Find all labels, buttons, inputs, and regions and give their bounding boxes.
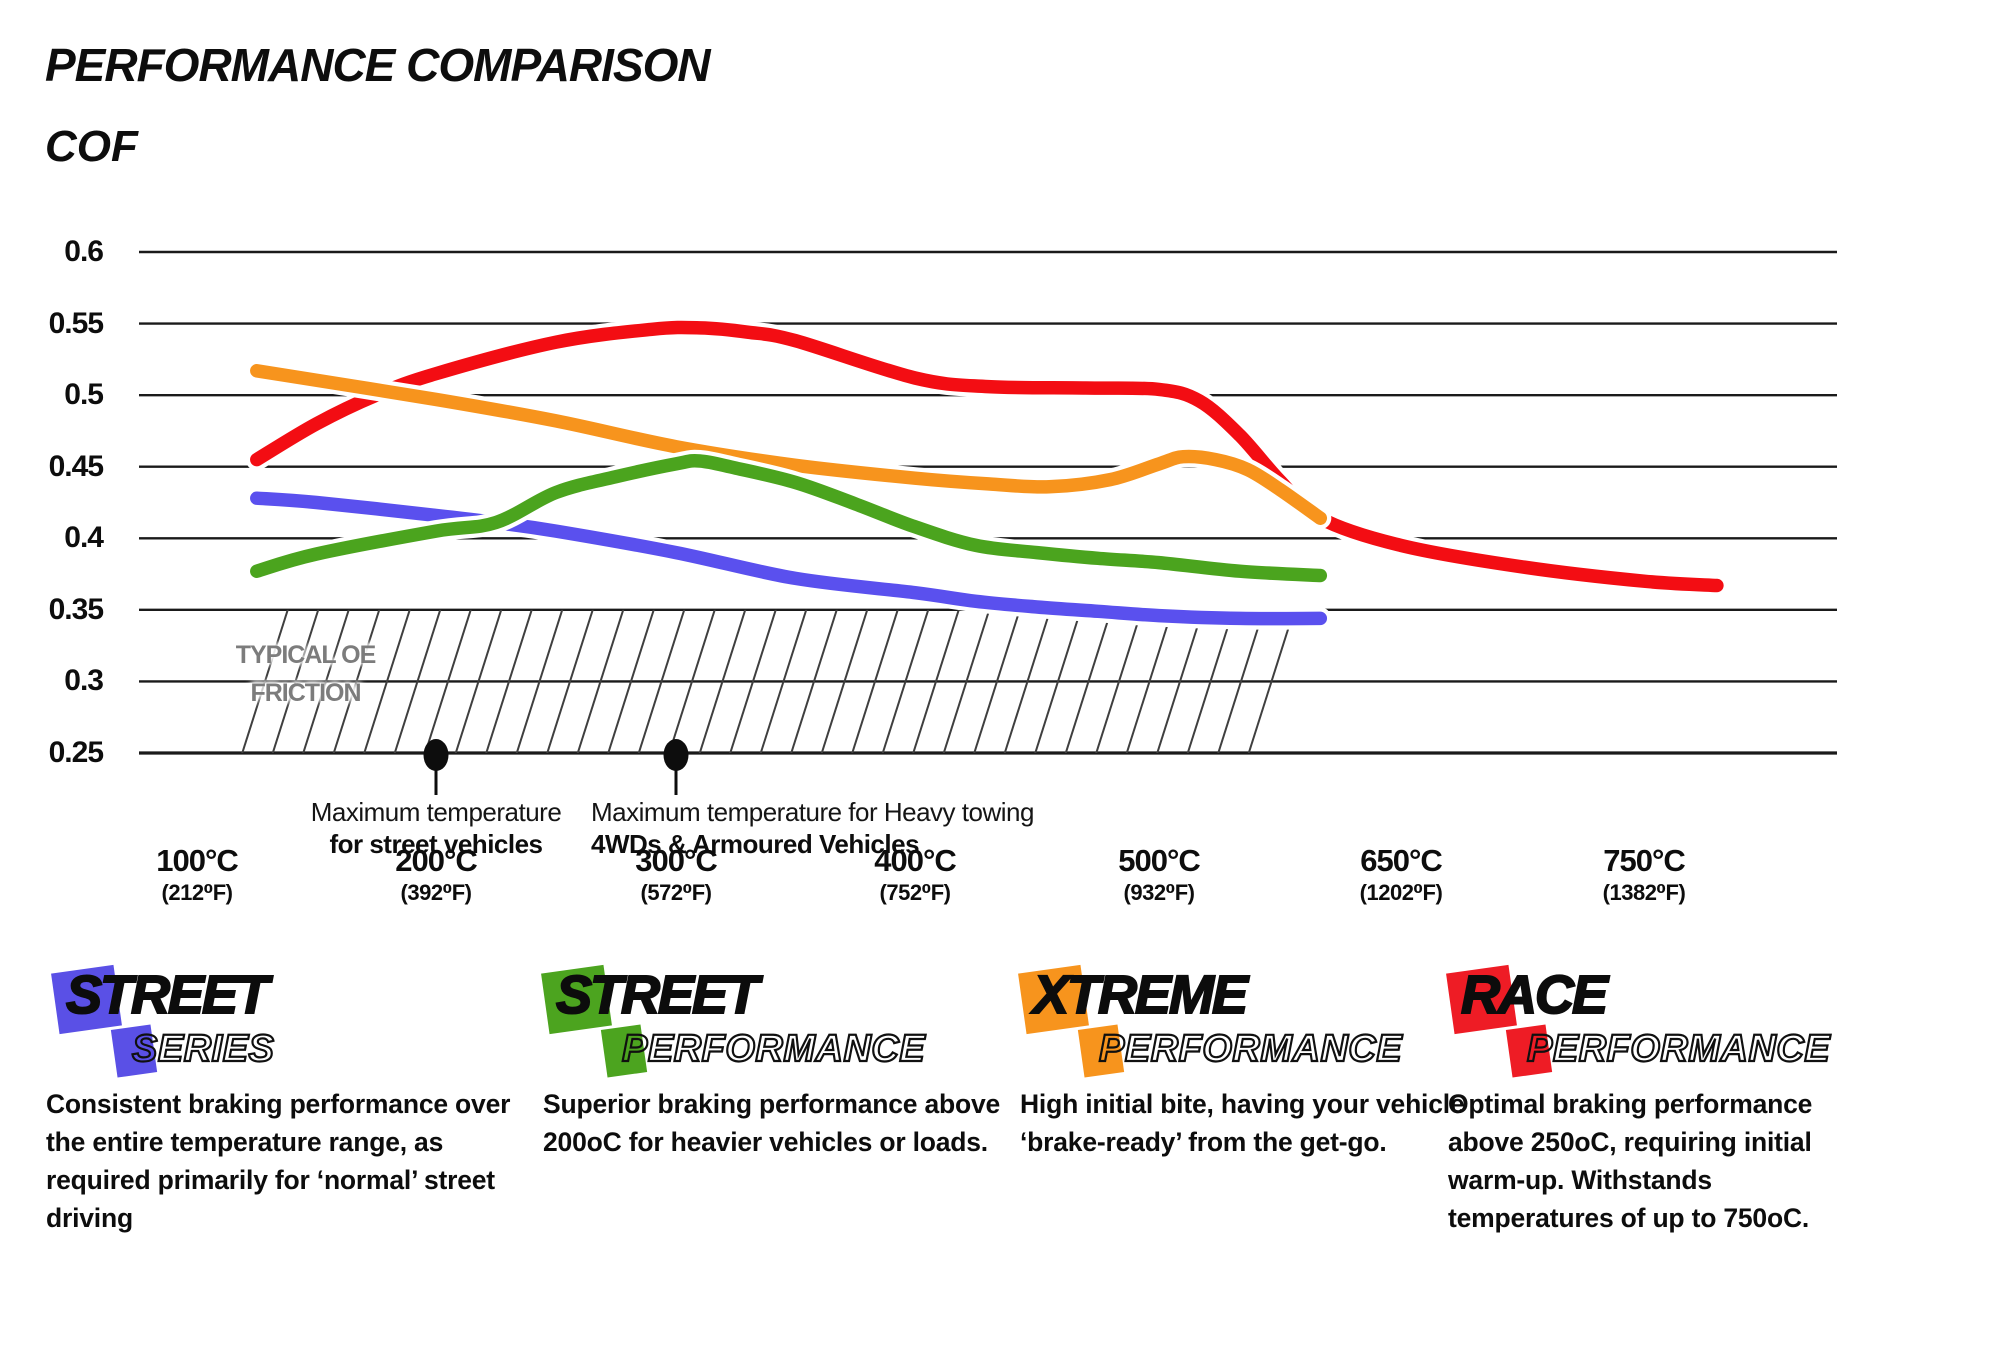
x-axis-label-f-400: (752⁰F) bbox=[879, 880, 951, 905]
x-axis-label-f-300: (572⁰F) bbox=[640, 880, 712, 905]
marker-dot-200 bbox=[423, 739, 449, 771]
x-axis-label-f-750: (1382⁰F) bbox=[1602, 880, 1686, 905]
x-axis-label-f-200: (392⁰F) bbox=[400, 880, 472, 905]
curve-street-performance bbox=[250, 454, 1328, 583]
y-axis-label-0.4: 0.4 bbox=[64, 521, 104, 555]
typical-oe-friction-label: TYPICAL OE FRICTION bbox=[213, 636, 398, 712]
y-axis-label-0.5: 0.5 bbox=[64, 378, 104, 412]
curve-xtreme-performance bbox=[250, 364, 1328, 525]
y-axis-label-0.35: 0.35 bbox=[48, 592, 104, 626]
marker-annotation-line1-200: Maximum temperature bbox=[310, 797, 562, 827]
legend-description-4: Optimal braking performance above 250oC,… bbox=[1448, 1089, 1813, 1233]
cof-temperature-chart bbox=[139, 250, 1837, 795]
legend-logo-street-series: STREET SERIES bbox=[51, 964, 525, 1083]
legend-description-3: High initial bite, having your vehicle ‘… bbox=[1020, 1089, 1465, 1157]
curve-street-series bbox=[250, 491, 1328, 626]
legend-word1: STREET bbox=[65, 964, 270, 1026]
y-axis-label-0.3: 0.3 bbox=[64, 664, 104, 698]
page-title: PERFORMANCE COMPARISON bbox=[45, 39, 711, 91]
legend-logo-race-performance: RACE PERFORMANCE bbox=[1446, 964, 1920, 1083]
oe-label-line1: TYPICAL OE bbox=[235, 641, 377, 669]
x-axis-label-c-750: 750°C bbox=[1603, 843, 1686, 878]
legend-logo-street-performance: STREET PERFORMANCE bbox=[541, 964, 1015, 1083]
marker-annotation-line1-300: Maximum temperature for Heavy towing bbox=[591, 797, 1034, 827]
x-axis-label-f-650: (1202⁰F) bbox=[1359, 880, 1443, 905]
legend-word2: PERFORMANCE bbox=[621, 1027, 926, 1071]
legend-word2: PERFORMANCE bbox=[1526, 1027, 1831, 1071]
legend-word1: STREET bbox=[555, 964, 760, 1026]
y-axis-label-0.45: 0.45 bbox=[48, 449, 104, 483]
marker-annotation-line2-300: 4WDs & Armoured Vehicles bbox=[591, 829, 920, 859]
y-axis-label-0.6: 0.6 bbox=[64, 235, 104, 268]
x-axis-label-c-400: 400°C bbox=[874, 843, 957, 878]
legend-logo-xtreme-performance: XTREME PERFORMANCE bbox=[1018, 964, 1492, 1083]
oe-label-line2: FRICTION bbox=[250, 679, 361, 707]
marker-annotation-line2-200: for street vehicles bbox=[329, 829, 543, 859]
legend-description-2: Superior braking performance above 200oC… bbox=[543, 1089, 1001, 1157]
x-axis-label-f-100: (212⁰F) bbox=[161, 880, 233, 905]
legend-word2: SERIES bbox=[131, 1027, 275, 1071]
y-axis-label-0.55: 0.55 bbox=[48, 306, 104, 340]
curve-race-performance bbox=[250, 320, 1724, 593]
x-axis-label-c-300: 300°C bbox=[635, 843, 718, 878]
legend-word1: RACE bbox=[1460, 964, 1609, 1026]
y-axis-title: COF bbox=[45, 122, 138, 171]
x-axis-label-c-200: 200°C bbox=[395, 843, 478, 878]
typical-oe-friction-band bbox=[232, 609, 1320, 753]
x-axis-label-c-100: 100°C bbox=[156, 843, 239, 878]
legend-word1: XTREME bbox=[1032, 964, 1249, 1026]
x-axis-label-c-500: 500°C bbox=[1118, 843, 1201, 878]
legend-description-1: Consistent braking performance over the … bbox=[46, 1089, 511, 1233]
legend-word2: PERFORMANCE bbox=[1098, 1027, 1403, 1071]
x-axis-label-c-650: 650°C bbox=[1360, 843, 1443, 878]
marker-dot-300 bbox=[663, 739, 689, 771]
y-axis-label-0.25: 0.25 bbox=[48, 736, 104, 769]
x-axis-label-f-500: (932⁰F) bbox=[1123, 880, 1195, 905]
